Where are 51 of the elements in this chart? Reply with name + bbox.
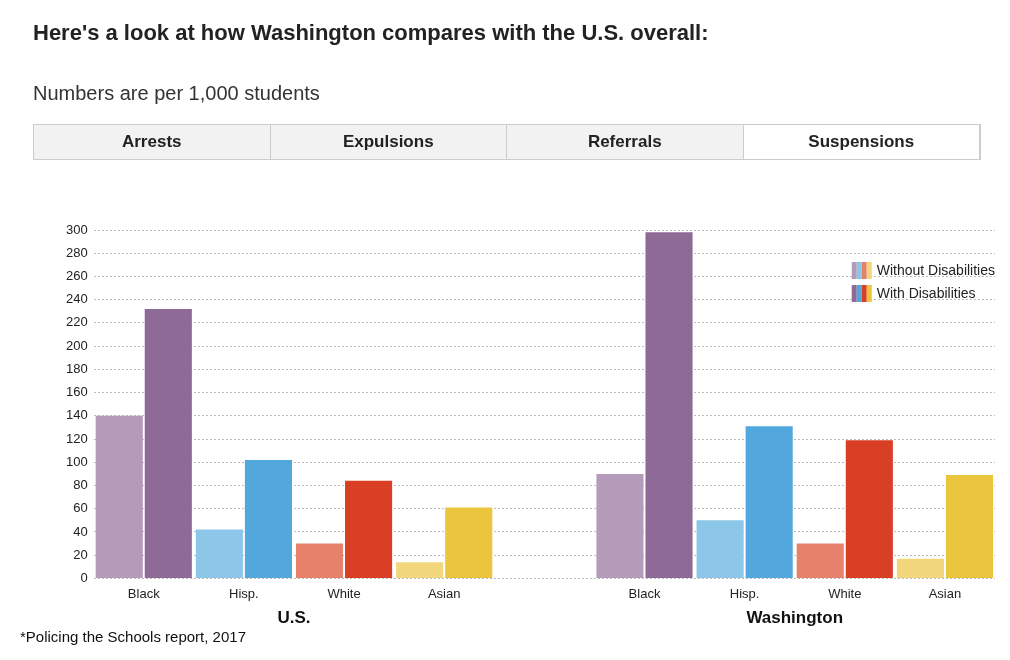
bar: [244, 459, 292, 578]
bar: [645, 232, 693, 578]
bar: [396, 562, 444, 578]
y-tick-label: 40: [73, 523, 88, 539]
y-tick-label: 200: [65, 337, 88, 353]
legend-label: With Disabilities: [876, 284, 976, 301]
x-tick-label: Hisp.: [729, 585, 760, 601]
y-tick-label: 140: [65, 407, 88, 423]
x-tick-label: Black: [127, 585, 161, 601]
text: Expulsions: [270, 125, 507, 159]
x-tick-label: Hisp.: [229, 585, 259, 601]
y-tick-label: 160: [65, 384, 88, 400]
y-tick-label: 260: [65, 268, 88, 284]
bar: [696, 520, 744, 578]
chart-subtitle: Numbers are per 1,000 students: [33, 82, 320, 105]
y-tick-label: 100: [65, 453, 88, 469]
text: *Policing the Schools report, 2017: [20, 628, 246, 645]
bar: [896, 558, 944, 578]
legend-label: Without Disabilities: [876, 261, 995, 278]
y-tick-label: 80: [73, 477, 88, 493]
x-tick-label: Asian: [928, 585, 962, 601]
y-tick-label: 300: [65, 221, 88, 237]
y-tick-label: 60: [73, 500, 88, 516]
bar: [445, 507, 493, 578]
chart-title: Here's a look at how Washington compares with the U.S. overall:: [33, 20, 709, 46]
text: Referrals: [507, 125, 744, 159]
bar: [945, 475, 994, 578]
y-tick-label: 220: [65, 314, 88, 330]
y-tick-label: 120: [65, 430, 88, 446]
bar: [295, 543, 344, 578]
x-tick-label: White: [828, 585, 862, 601]
bar: [745, 426, 793, 578]
text: Suspensions: [743, 125, 980, 159]
bar: [195, 529, 243, 578]
bar: [845, 440, 893, 578]
x-tick-label: Black: [628, 585, 661, 601]
bar: [95, 415, 143, 578]
y-tick-label: 20: [73, 546, 88, 562]
y-tick-label: 180: [65, 360, 88, 376]
x-tick-label: White: [327, 585, 361, 601]
text: Washington: [746, 607, 844, 627]
bar: [596, 473, 644, 578]
text: U.S.: [277, 607, 311, 627]
bar: [796, 543, 844, 578]
x-tick-label: Asian: [427, 585, 461, 601]
bar: [144, 308, 192, 578]
y-tick-label: 280: [65, 244, 88, 260]
y-tick-label: 0: [80, 569, 88, 585]
y-tick-label: 240: [65, 291, 88, 307]
text: Arrests: [34, 125, 271, 159]
bar: [345, 480, 393, 578]
